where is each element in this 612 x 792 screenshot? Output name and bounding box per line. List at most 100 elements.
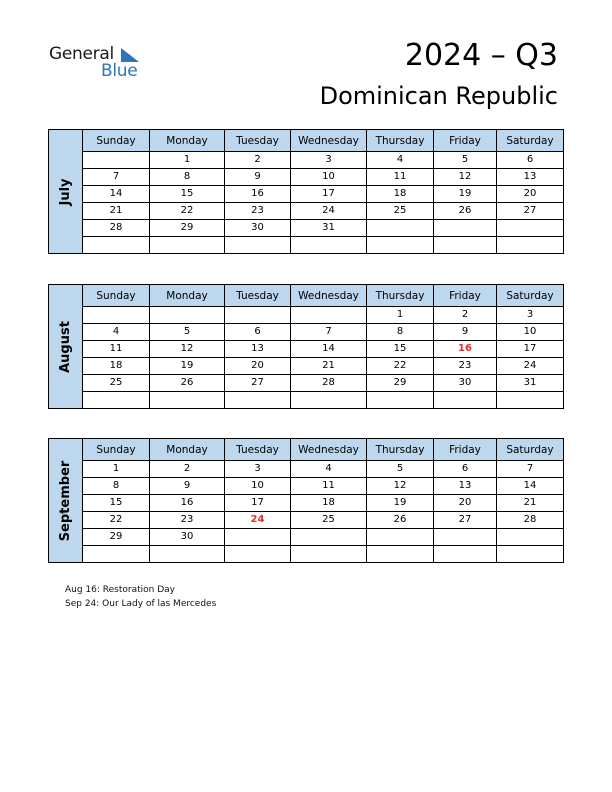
- day-cell: 24: [496, 357, 564, 375]
- day-header: Tuesday: [224, 284, 291, 307]
- day-cell: [290, 236, 367, 254]
- day-header: Friday: [433, 284, 497, 307]
- day-cell: 20: [433, 494, 497, 512]
- day-cell: 16: [224, 185, 291, 203]
- day-cell: [433, 545, 497, 563]
- day-cell: 20: [224, 357, 291, 375]
- day-cell: [224, 236, 291, 254]
- day-cell: 1: [82, 460, 150, 478]
- day-cell: 3: [496, 306, 564, 324]
- day-cell: 31: [290, 219, 367, 237]
- holiday-note: Aug 16: Restoration Day: [65, 585, 175, 595]
- day-cell: 16: [149, 494, 225, 512]
- month-name: September: [57, 460, 73, 541]
- month-table-september: September Sunday Monday Tuesday Wednesday Thu…: [48, 438, 564, 563]
- month-label-cell: September: [48, 438, 83, 563]
- day-cell: 18: [290, 494, 367, 512]
- day-cell: 28: [82, 219, 150, 237]
- day-cell: 22: [149, 202, 225, 220]
- day-cell: 28: [496, 511, 564, 529]
- day-cell: 27: [433, 511, 497, 529]
- day-header: Sunday: [82, 284, 150, 307]
- day-cell: [496, 219, 564, 237]
- day-header: Tuesday: [224, 438, 291, 461]
- day-cell: [496, 236, 564, 254]
- day-cell: 24: [224, 511, 291, 529]
- day-cell: 7: [82, 168, 150, 186]
- day-cell: 24: [290, 202, 367, 220]
- day-cell: 29: [366, 374, 434, 392]
- day-header: Friday: [433, 438, 497, 461]
- day-header: Sunday: [82, 438, 150, 461]
- week-row: 18 19 20 21 22 23 24: [49, 357, 564, 375]
- day-cell: 4: [366, 151, 434, 169]
- day-cell: 11: [366, 168, 434, 186]
- day-cell: 2: [224, 151, 291, 169]
- day-header: Saturday: [496, 438, 564, 461]
- day-cell: 12: [149, 340, 225, 358]
- day-cell: 26: [433, 202, 497, 220]
- day-cell: 18: [82, 357, 150, 375]
- day-cell: 3: [224, 460, 291, 478]
- day-cell: [82, 236, 150, 254]
- month-label-cell: August: [48, 284, 83, 409]
- day-cell: 6: [224, 323, 291, 341]
- day-header: Wednesday: [290, 129, 367, 152]
- day-cell: 21: [496, 494, 564, 512]
- month-name: August: [57, 320, 73, 373]
- holiday-note: Sep 24: Our Lady of las Mercedes: [65, 599, 217, 609]
- day-cell: 22: [82, 511, 150, 529]
- day-cell: 4: [290, 460, 367, 478]
- day-cell: 19: [366, 494, 434, 512]
- day-cell: 1: [149, 151, 225, 169]
- day-cell: [290, 528, 367, 546]
- day-header: Saturday: [496, 284, 564, 307]
- country-subtitle: Dominican Republic: [319, 82, 558, 110]
- day-cell: 28: [290, 374, 367, 392]
- day-cell: 2: [433, 306, 497, 324]
- day-header: Friday: [433, 129, 497, 152]
- day-cell: [224, 306, 291, 324]
- day-cell: [82, 151, 150, 169]
- day-cell: 6: [433, 460, 497, 478]
- day-header: Sunday: [82, 129, 150, 152]
- day-cell: [224, 528, 291, 546]
- day-cell: 18: [366, 185, 434, 203]
- day-cell: 9: [149, 477, 225, 495]
- day-cell: [224, 545, 291, 563]
- day-cell: [496, 391, 564, 409]
- week-row: 11 12 13 14 15 16 17: [49, 340, 564, 358]
- page-title: 2024 – Q3: [404, 38, 558, 73]
- day-cell: 15: [149, 185, 225, 203]
- day-cell: 14: [82, 185, 150, 203]
- day-cell: [149, 236, 225, 254]
- day-cell: 17: [290, 185, 367, 203]
- logo-word-general: General: [49, 44, 114, 64]
- day-cell: 19: [433, 185, 497, 203]
- day-cell: 21: [290, 357, 367, 375]
- day-cell: 5: [366, 460, 434, 478]
- logo-triangle-icon: [121, 48, 139, 62]
- day-cell: [366, 545, 434, 563]
- day-cell: 1: [366, 306, 434, 324]
- day-cell: 8: [366, 323, 434, 341]
- day-cell: 10: [290, 168, 367, 186]
- day-cell: [366, 236, 434, 254]
- day-cell: 8: [149, 168, 225, 186]
- day-cell: [433, 391, 497, 409]
- day-cell: [290, 391, 367, 409]
- day-cell: 31: [496, 374, 564, 392]
- day-header: Thursday: [366, 129, 434, 152]
- week-row: 14 15 16 17 18 19 20: [49, 185, 564, 203]
- day-cell: [366, 528, 434, 546]
- day-cell: 9: [433, 323, 497, 341]
- week-row: [49, 545, 564, 563]
- generalblue-logo: General Blue: [49, 44, 149, 84]
- day-cell: 27: [224, 374, 291, 392]
- day-cell: 29: [82, 528, 150, 546]
- day-cell: 25: [290, 511, 367, 529]
- month-name: July: [57, 177, 73, 206]
- day-cell: 4: [82, 323, 150, 341]
